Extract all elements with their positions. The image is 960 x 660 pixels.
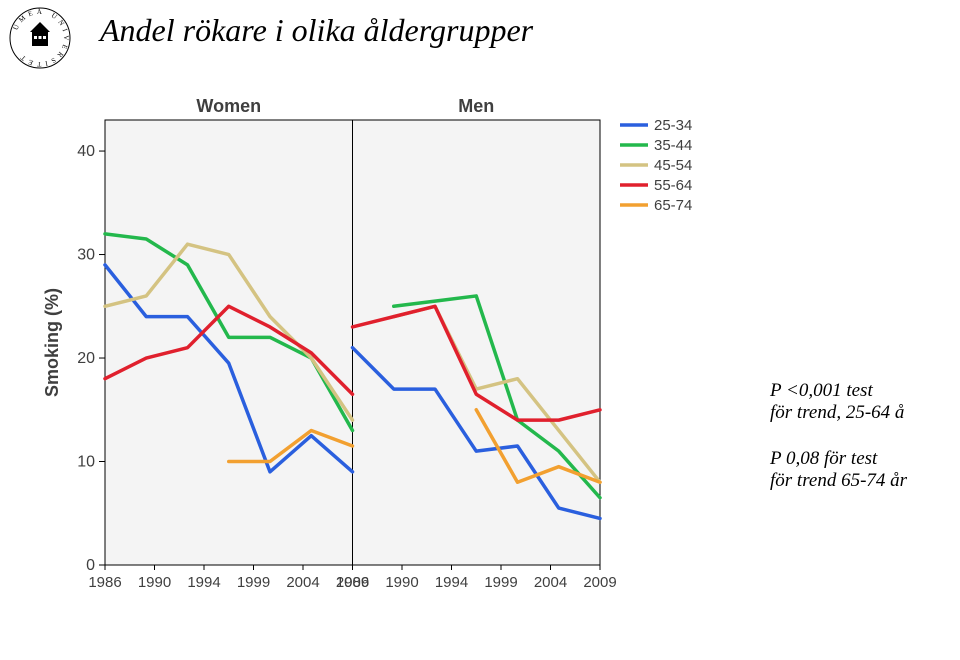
svg-text:40: 40 — [77, 143, 95, 160]
stat-annotations: P <0,001 test för trend, 25-64 å P 0,08 … — [770, 380, 950, 492]
svg-text:25-34: 25-34 — [654, 117, 692, 134]
p-value-2a: P 0,08 för test — [770, 448, 877, 469]
smoking-chart: Women Men 0 10 20 30 40 Smoking (%) 1986 1990 1994… — [40, 90, 760, 610]
svg-text:1994: 1994 — [435, 574, 468, 591]
p-value-2b: för trend 65-74 år — [770, 470, 907, 491]
svg-text:55-64: 55-64 — [654, 177, 692, 194]
svg-text:45-54: 45-54 — [654, 157, 692, 174]
svg-text:20: 20 — [77, 350, 95, 367]
svg-text:2009: 2009 — [583, 574, 616, 591]
svg-text:1994: 1994 — [187, 574, 220, 591]
p-value-1b: för trend, 25-64 å — [770, 402, 904, 423]
svg-text:1986: 1986 — [336, 574, 369, 591]
svg-text:2004: 2004 — [534, 574, 567, 591]
svg-text:30: 30 — [77, 247, 95, 264]
p-value-1a: P <0,001 test — [770, 380, 873, 401]
svg-text:1990: 1990 — [385, 574, 418, 591]
university-logo: U M E Å U N I V E R S I T E T — [8, 6, 72, 70]
svg-text:10: 10 — [77, 454, 95, 471]
svg-text:1999: 1999 — [484, 574, 517, 591]
page-title: Andel rökare i olika åldergrupper — [100, 12, 533, 49]
svg-text:35-44: 35-44 — [654, 137, 692, 154]
svg-text:Men: Men — [458, 96, 494, 116]
svg-text:Women: Women — [196, 96, 261, 116]
svg-text:Smoking (%): Smoking (%) — [42, 288, 62, 397]
svg-text:0: 0 — [86, 557, 95, 574]
svg-text:1990: 1990 — [138, 574, 171, 591]
svg-text:1999: 1999 — [237, 574, 270, 591]
svg-text:65-74: 65-74 — [654, 197, 692, 214]
svg-text:1986: 1986 — [88, 574, 121, 591]
svg-text:2004: 2004 — [286, 574, 319, 591]
